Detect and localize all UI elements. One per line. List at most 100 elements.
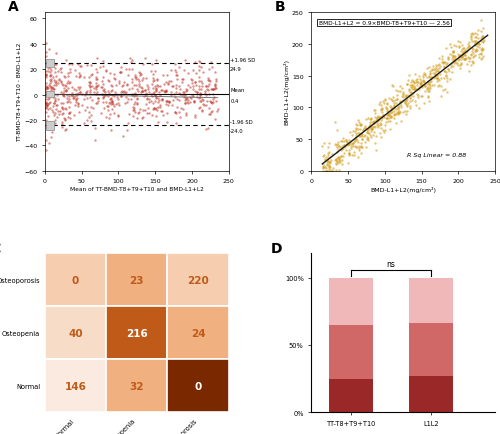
Point	[400, 109, 407, 116]
Point	[432, 73, 440, 80]
Point	[179, 76, 187, 83]
Point	[384, 106, 392, 113]
Point	[365, 126, 373, 133]
Point	[66, 99, 74, 106]
Point	[110, 93, 118, 100]
Point	[352, 128, 360, 135]
Point	[46, 84, 54, 91]
Point	[68, 93, 76, 100]
Bar	[168, 359, 228, 412]
Point	[364, 130, 372, 137]
Point	[434, 76, 442, 82]
Point	[426, 73, 434, 80]
Point	[204, 82, 212, 89]
Point	[136, 107, 144, 114]
Point	[68, 62, 76, 69]
Point	[345, 151, 353, 158]
Point	[182, 97, 190, 104]
Point	[42, 49, 50, 56]
Point	[376, 99, 384, 106]
Point	[436, 83, 444, 90]
Point	[474, 39, 482, 46]
Point	[394, 109, 402, 116]
Point	[355, 147, 363, 154]
Point	[42, 86, 50, 93]
Point	[203, 86, 211, 93]
Point	[76, 89, 84, 96]
Point	[390, 105, 398, 112]
Point	[331, 141, 339, 148]
Point	[386, 114, 394, 121]
Point	[347, 143, 355, 150]
Point	[433, 78, 441, 85]
Point	[377, 106, 385, 113]
Point	[384, 108, 392, 115]
Point	[398, 99, 406, 105]
Point	[426, 69, 434, 76]
Point	[188, 81, 196, 88]
Y-axis label: BMD-L1+L2(mg/cm²): BMD-L1+L2(mg/cm²)	[284, 59, 290, 125]
Point	[333, 158, 341, 164]
Point	[406, 87, 413, 94]
Point	[436, 65, 444, 72]
Point	[152, 95, 160, 102]
Point	[364, 126, 372, 133]
Point	[151, 83, 159, 90]
Point	[368, 127, 376, 134]
Point	[52, 81, 60, 88]
Point	[386, 96, 394, 103]
Point	[66, 115, 74, 122]
Point	[469, 47, 477, 54]
Point	[450, 43, 458, 49]
Point	[334, 142, 342, 149]
Point	[413, 79, 421, 86]
Point	[88, 118, 96, 125]
Point	[180, 89, 188, 96]
Point	[382, 108, 390, 115]
Point	[448, 52, 456, 59]
Point	[472, 34, 480, 41]
Point	[48, 87, 56, 94]
Point	[87, 112, 95, 119]
Point	[452, 61, 460, 68]
Point	[463, 45, 471, 52]
Point	[468, 59, 476, 66]
Point	[191, 80, 199, 87]
Point	[196, 104, 204, 111]
Point	[46, 80, 54, 87]
Point	[426, 71, 434, 78]
Point	[160, 73, 168, 80]
Point	[86, 87, 94, 94]
Point	[400, 99, 407, 105]
Point	[420, 78, 428, 85]
Point	[148, 94, 156, 101]
Point	[318, 144, 326, 151]
Point	[450, 56, 458, 63]
Point	[476, 44, 484, 51]
Point	[364, 115, 372, 122]
Point	[100, 90, 108, 97]
Point	[65, 104, 73, 111]
Point	[144, 96, 152, 103]
Point	[444, 56, 452, 63]
Point	[472, 48, 480, 55]
Point	[369, 125, 377, 132]
Point	[122, 101, 130, 108]
Point	[210, 69, 218, 76]
Point	[468, 45, 476, 52]
Point	[364, 130, 372, 137]
Point	[65, 110, 73, 117]
Point	[149, 101, 157, 108]
Point	[116, 69, 124, 76]
Point	[344, 150, 352, 157]
Point	[49, 95, 57, 102]
Point	[104, 89, 112, 95]
Point	[431, 71, 439, 78]
Point	[331, 119, 339, 126]
Point	[480, 26, 488, 33]
Point	[49, 62, 57, 69]
Point	[208, 110, 216, 117]
Point	[338, 138, 346, 145]
Point	[325, 149, 333, 156]
Point	[156, 92, 164, 99]
